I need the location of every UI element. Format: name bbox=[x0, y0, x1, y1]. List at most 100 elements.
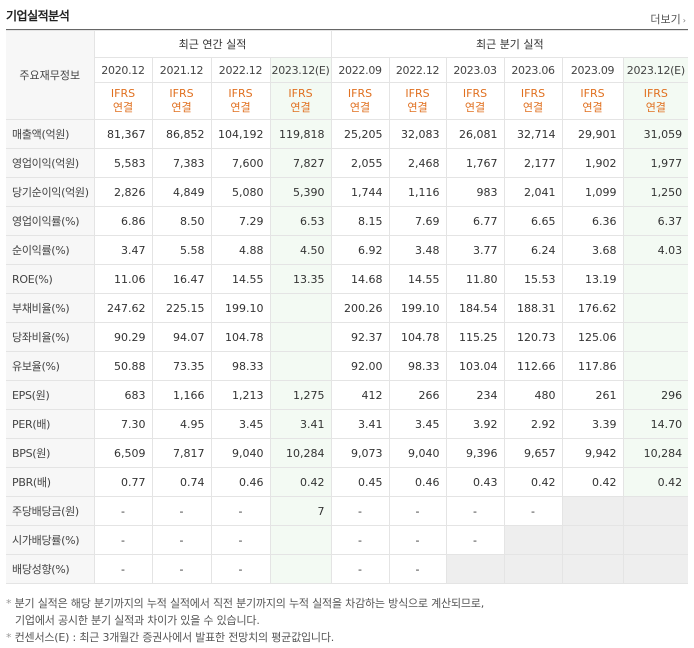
table-row: 시가배당률(%) - - - - - - bbox=[6, 525, 689, 555]
ifrs-label: IFRS 연결 bbox=[388, 82, 447, 120]
row-label: BPS(원) bbox=[6, 438, 95, 468]
ifrs-line: IFRS bbox=[169, 87, 194, 100]
table-cell: 3.45 bbox=[388, 409, 447, 439]
table-cell: - bbox=[151, 496, 212, 526]
table-cell: 8.50 bbox=[151, 206, 212, 236]
table-cell: 5,583 bbox=[93, 148, 153, 178]
table-cell: - bbox=[210, 554, 271, 584]
table-cell: 3.92 bbox=[445, 409, 505, 439]
table-cell: 5.58 bbox=[151, 235, 212, 265]
table-cell: - bbox=[151, 525, 212, 555]
table-cell: 0.43 bbox=[445, 467, 505, 497]
table-cell: 7,817 bbox=[151, 438, 212, 468]
row-label: 배당성향(%) bbox=[6, 554, 95, 584]
table-cell: 81,367 bbox=[93, 119, 153, 149]
ifrs-label: IFRS 연결 bbox=[269, 82, 332, 120]
table-row: 주당배당금(원) - - -7- - - - bbox=[6, 496, 689, 526]
table-cell: 1,099 bbox=[561, 177, 624, 207]
table-cell: 0.77 bbox=[93, 467, 153, 497]
table-cell: 225.15 bbox=[151, 293, 212, 323]
ifrs-line: IFRS bbox=[462, 87, 488, 100]
table-cell bbox=[561, 525, 624, 555]
table-cell: 92.00 bbox=[330, 351, 390, 381]
table-row: PBR(배) 0.77 0.74 0.46 0.42 0.45 0.46 0.43 0.42 0.… bbox=[6, 467, 689, 497]
corner-label: 주요재무정보 bbox=[6, 30, 95, 120]
consolidated-line: 연결 bbox=[112, 101, 134, 114]
table-cell: 2,468 bbox=[388, 148, 447, 178]
table-cell: 4.88 bbox=[210, 235, 271, 265]
table-cell: 8.15 bbox=[330, 206, 390, 236]
table-cell bbox=[503, 554, 563, 584]
table-cell: 4,849 bbox=[151, 177, 212, 207]
table-cell: 14.70 bbox=[622, 409, 689, 439]
table-cell: 115.25 bbox=[445, 322, 505, 352]
table-row: EPS(원) 683 1,166 1,213 1,275 412 266 234 480 261 2… bbox=[6, 380, 689, 410]
table-cell: 1,767 bbox=[445, 148, 505, 178]
table-cell: 261 bbox=[561, 380, 624, 410]
table-cell: 14.68 bbox=[330, 264, 390, 294]
period-header: 2023.09 bbox=[561, 57, 624, 83]
table-cell: 14.55 bbox=[210, 264, 271, 294]
table-cell: 117.86 bbox=[561, 351, 624, 381]
table-row: 매출액(억원) 81,367 86,852 104,192 119,818 25,205 3… bbox=[6, 119, 689, 149]
footnote-1: * 분기 실적은 해당 분기까지의 누적 실적에서 직전 분기까지의 누적 실적… bbox=[6, 595, 484, 612]
table-cell bbox=[269, 293, 332, 323]
table-cell: 188.31 bbox=[503, 293, 563, 323]
table-cell: 176.62 bbox=[561, 293, 624, 323]
table-cell: 3.41 bbox=[330, 409, 390, 439]
table-row: 영업이익(억원) 5,583 7,383 7,600 7,827 2,055 2,468 1,… bbox=[6, 148, 689, 178]
table-cell: 13.35 bbox=[269, 264, 332, 294]
period-header: 2023.12(E) bbox=[269, 57, 332, 83]
table-cell: 11.06 bbox=[93, 264, 153, 294]
table-cell: 31,059 bbox=[622, 119, 689, 149]
ifrs-line: IFRS bbox=[347, 87, 373, 100]
table-cell: 94.07 bbox=[151, 322, 212, 352]
table-cell: 10,284 bbox=[622, 438, 689, 468]
table-cell: 6.86 bbox=[93, 206, 153, 236]
table-cell: 4.50 bbox=[269, 235, 332, 265]
table-cell: 3.48 bbox=[388, 235, 447, 265]
table-cell: 9,396 bbox=[445, 438, 505, 468]
table-cell: 266 bbox=[388, 380, 447, 410]
row-label: 부채비율(%) bbox=[6, 293, 95, 323]
row-label: 주당배당금(원) bbox=[6, 496, 95, 526]
table-cell: 6.92 bbox=[330, 235, 390, 265]
table-cell: 9,942 bbox=[561, 438, 624, 468]
table-cell: 184.54 bbox=[445, 293, 505, 323]
footnote-1-text: 분기 실적은 해당 분기까지의 누적 실적에서 직전 분기까지의 누적 실적을 … bbox=[14, 597, 485, 610]
table-cell: 26,081 bbox=[445, 119, 505, 149]
table-cell: 199.10 bbox=[210, 293, 271, 323]
table-cell bbox=[622, 293, 689, 323]
consolidated-line: 연결 bbox=[582, 101, 603, 114]
consolidated-line: 연결 bbox=[349, 101, 371, 114]
period-header: 2023.12(E) bbox=[622, 57, 689, 83]
table-cell bbox=[561, 554, 624, 584]
table-cell: - bbox=[388, 554, 447, 584]
table-cell: 4.95 bbox=[151, 409, 212, 439]
table-cell: 7,383 bbox=[151, 148, 212, 178]
table-cell: 25,205 bbox=[330, 119, 390, 149]
table-cell: 3.41 bbox=[269, 409, 332, 439]
table-cell: 2,055 bbox=[330, 148, 390, 178]
table-cell bbox=[622, 525, 689, 555]
ifrs-label: IFRS 연결 bbox=[151, 82, 212, 120]
table-cell bbox=[269, 554, 332, 584]
table-cell: 73.35 bbox=[151, 351, 212, 381]
table-cell: 0.42 bbox=[622, 467, 689, 497]
table-cell: 50.88 bbox=[93, 351, 153, 381]
period-header: 2022.09 bbox=[330, 57, 390, 83]
table-cell: 6.36 bbox=[561, 206, 624, 236]
table-cell: - bbox=[330, 525, 390, 555]
table-row: ROE(%) 11.06 16.47 14.55 13.35 14.68 14.55 11.8… bbox=[6, 264, 689, 294]
table-cell: 6,509 bbox=[93, 438, 153, 468]
table-cell: 1,166 bbox=[151, 380, 212, 410]
table-cell bbox=[622, 496, 689, 526]
table-cell: 6.37 bbox=[622, 206, 689, 236]
table-cell: - bbox=[445, 525, 505, 555]
table-cell: 683 bbox=[93, 380, 153, 410]
period-header: 2023.06 bbox=[503, 57, 563, 83]
table-cell: - bbox=[93, 554, 153, 584]
ifrs-label: IFRS 연결 bbox=[330, 82, 390, 120]
more-link[interactable]: 더보기 › bbox=[650, 11, 686, 27]
table-cell: 86,852 bbox=[151, 119, 212, 149]
